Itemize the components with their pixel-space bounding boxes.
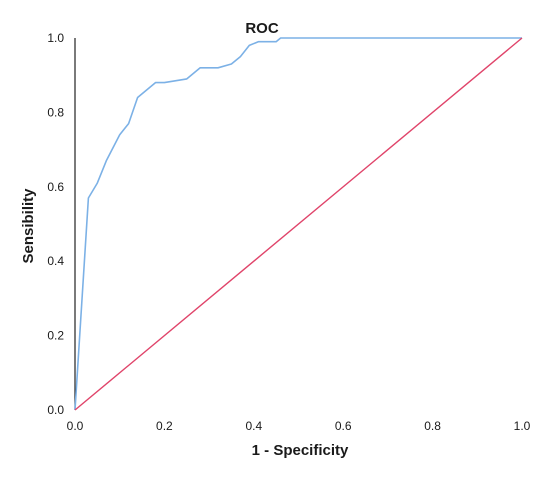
x-tick-label: 0.8 — [424, 419, 441, 433]
reference-diagonal-line — [74, 37, 523, 411]
y-tick-label: 1.0 — [47, 31, 64, 45]
y-tick-label: 0.0 — [47, 403, 64, 417]
x-tick-label: 0.6 — [335, 419, 352, 433]
y-tick-labels: 0.0 0.2 0.4 0.6 0.8 1.0 — [47, 31, 64, 417]
y-tick-label: 0.4 — [47, 254, 64, 268]
y-tick-label: 0.6 — [47, 180, 64, 194]
chart-title: ROC — [245, 20, 279, 37]
x-tick-labels: 0.0 0.2 0.4 0.6 0.8 1.0 — [67, 419, 531, 433]
x-tick-label: 0.0 — [67, 419, 84, 433]
x-tick-label: 0.4 — [245, 419, 262, 433]
x-tick-label: 1.0 — [514, 419, 531, 433]
y-tick-label: 0.2 — [47, 329, 64, 343]
x-tick-label: 0.2 — [156, 419, 173, 433]
y-tick-label: 0.8 — [47, 105, 64, 119]
series-layer — [74, 37, 523, 411]
y-axis-title: Sensibility — [20, 188, 37, 264]
x-axis-title: 1 - Specificity — [252, 442, 349, 459]
roc-curve-line — [74, 37, 522, 411]
